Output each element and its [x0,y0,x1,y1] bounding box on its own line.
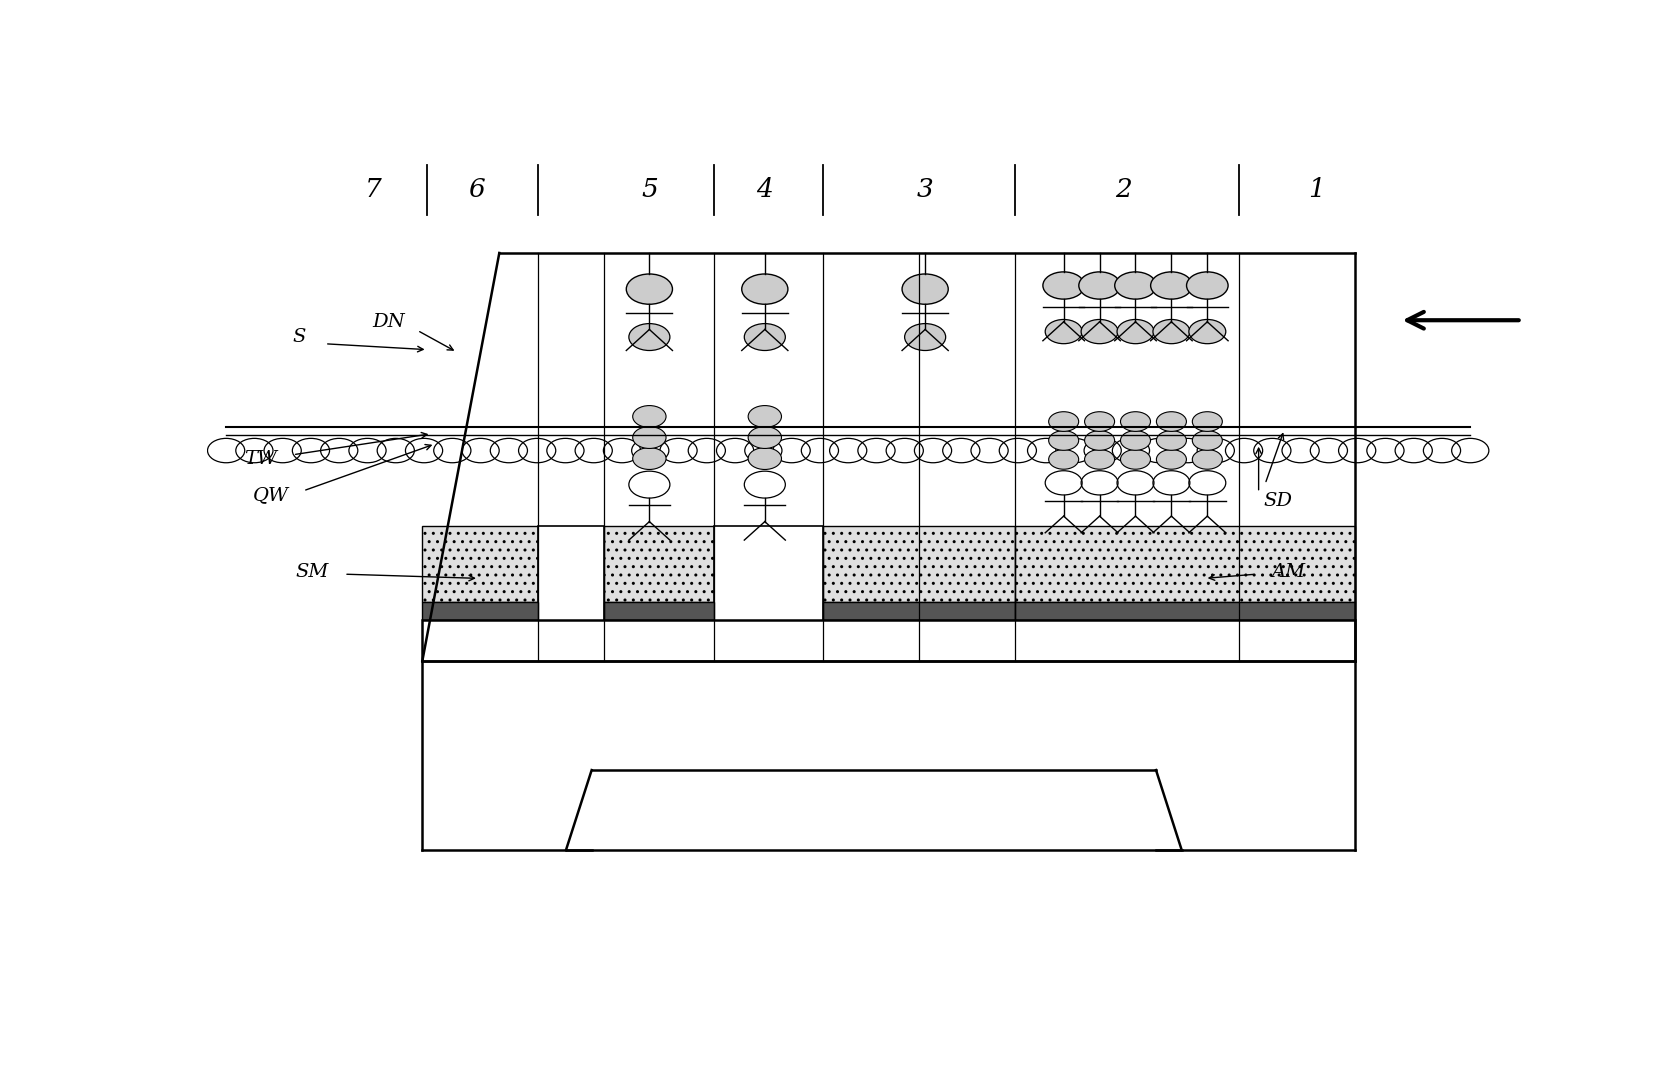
Text: QW: QW [253,486,290,505]
Circle shape [1157,412,1187,431]
Circle shape [1117,320,1154,344]
Circle shape [1084,430,1114,450]
Text: 1: 1 [1307,177,1324,202]
Circle shape [745,323,786,351]
Text: 3: 3 [917,177,933,202]
Circle shape [1049,412,1079,431]
Bar [422,602,538,620]
Circle shape [1115,272,1157,299]
Circle shape [1120,412,1150,431]
Bar [422,526,538,602]
Circle shape [902,274,948,305]
Circle shape [1120,450,1150,470]
Circle shape [741,274,788,305]
Circle shape [1188,320,1226,344]
Text: TW: TW [245,450,278,468]
Bar [604,602,713,620]
Circle shape [1192,412,1223,431]
Circle shape [1192,430,1223,450]
Bar [713,526,823,661]
Circle shape [1154,320,1190,344]
Circle shape [1084,412,1114,431]
Text: SD: SD [1263,492,1293,510]
Circle shape [1120,430,1150,450]
Text: AM: AM [1271,562,1306,581]
Circle shape [1043,272,1084,299]
Bar [1015,602,1355,620]
Text: 5: 5 [640,177,657,202]
Circle shape [748,405,781,427]
Bar [1015,526,1355,602]
Circle shape [1157,430,1187,450]
Circle shape [629,323,670,351]
Bar [823,526,1015,602]
Circle shape [1150,272,1192,299]
Bar [823,602,1015,620]
Circle shape [1079,272,1120,299]
Text: DN: DN [372,313,405,331]
Text: S: S [293,328,306,346]
Text: 7: 7 [366,177,382,202]
Bar [538,526,604,661]
Circle shape [1157,450,1187,470]
Text: SM: SM [295,562,329,581]
Circle shape [905,323,945,351]
Circle shape [626,274,672,305]
Text: 4: 4 [756,177,773,202]
Circle shape [1192,450,1223,470]
Circle shape [632,405,665,427]
Circle shape [1084,450,1114,470]
Circle shape [1049,450,1079,470]
Text: 6: 6 [468,177,485,202]
Circle shape [1049,430,1079,450]
Bar [604,526,713,602]
Circle shape [748,448,781,470]
Circle shape [1081,320,1119,344]
Text: 2: 2 [1115,177,1132,202]
Circle shape [632,448,665,470]
Circle shape [1187,272,1228,299]
Circle shape [1046,320,1082,344]
Bar [422,620,1355,661]
Circle shape [748,427,781,449]
Circle shape [632,427,665,449]
